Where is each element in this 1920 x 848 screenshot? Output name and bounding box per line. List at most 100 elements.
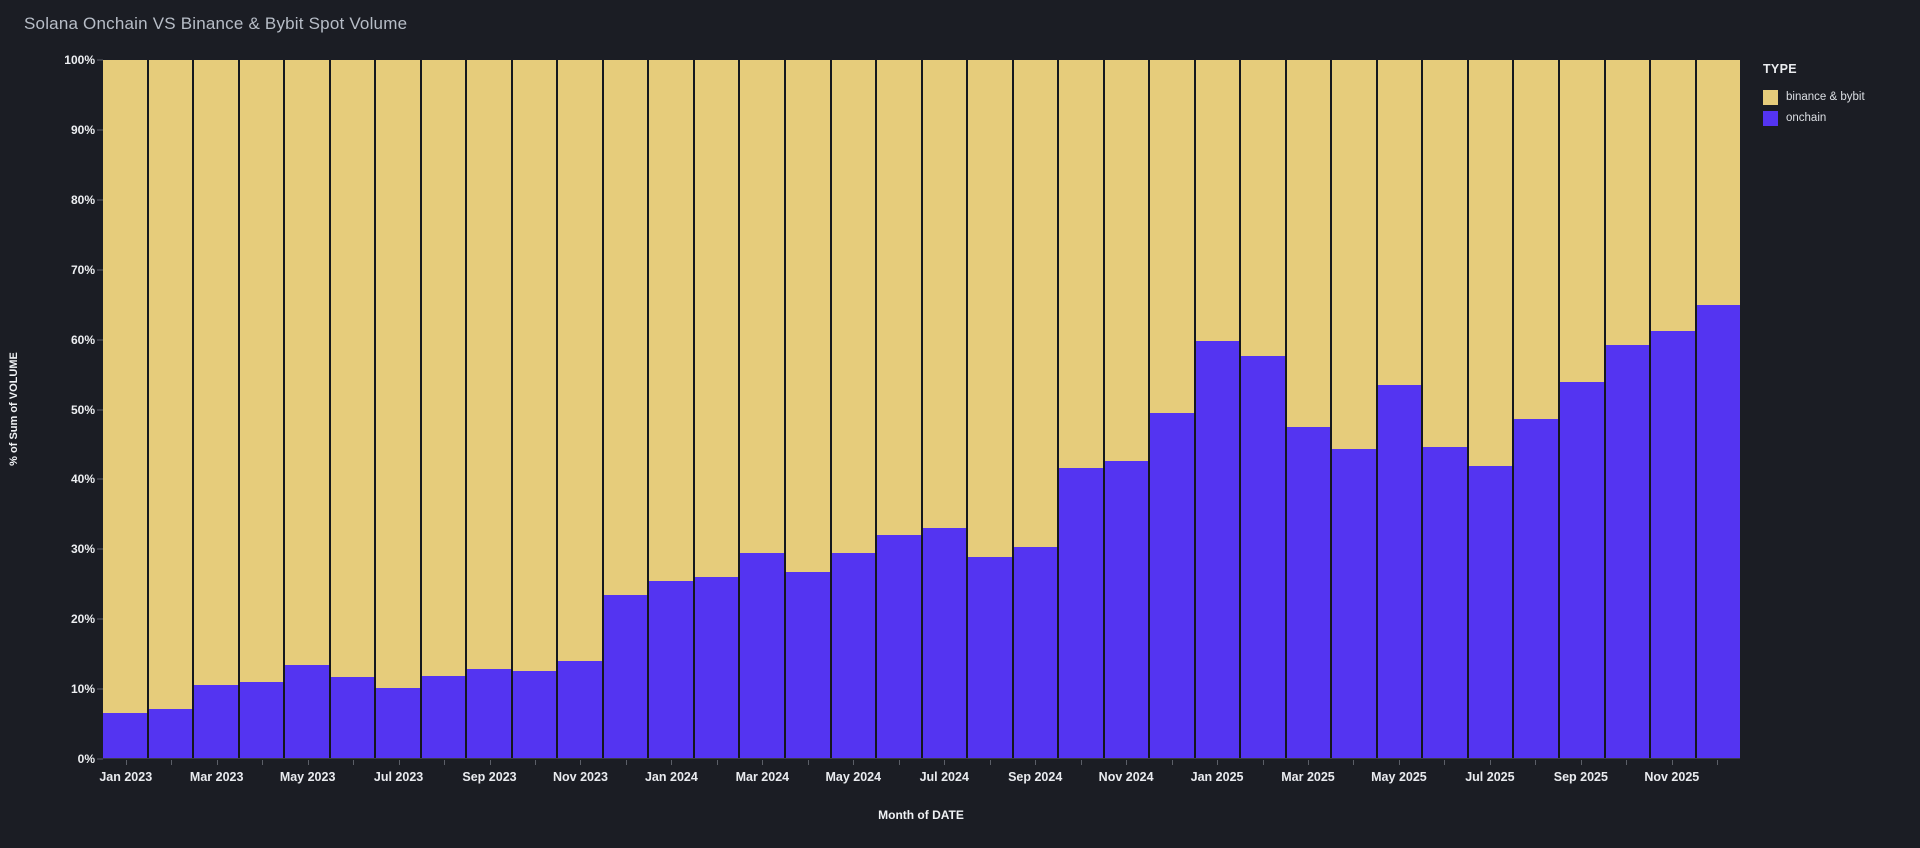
segment-onchain[interactable] xyxy=(831,552,876,758)
bar-sep-2023[interactable] xyxy=(465,60,511,758)
segment-onchain[interactable] xyxy=(1286,427,1331,758)
segment-onchain[interactable] xyxy=(649,580,693,758)
segment-binance-bybit[interactable] xyxy=(1696,60,1741,305)
segment-binance-bybit[interactable] xyxy=(831,60,876,553)
segment-binance-bybit[interactable] xyxy=(1332,60,1376,449)
bar-dec-2024[interactable] xyxy=(1148,60,1194,758)
segment-onchain[interactable] xyxy=(421,676,466,758)
bar-nov-2024[interactable] xyxy=(1102,60,1149,758)
bar-feb-2024[interactable] xyxy=(692,60,739,758)
segment-onchain[interactable] xyxy=(740,552,784,758)
segment-onchain[interactable] xyxy=(285,665,329,758)
segment-onchain[interactable] xyxy=(1241,355,1285,758)
bar-sep-2024[interactable] xyxy=(1011,60,1058,758)
segment-binance-bybit[interactable] xyxy=(421,60,466,677)
segment-binance-bybit[interactable] xyxy=(558,60,602,661)
segment-binance-bybit[interactable] xyxy=(1651,60,1695,331)
segment-binance-bybit[interactable] xyxy=(1468,60,1513,467)
segment-binance-bybit[interactable] xyxy=(1514,60,1558,419)
bar-jan-2024[interactable] xyxy=(647,60,693,758)
bar-dec-2025[interactable] xyxy=(1694,60,1741,758)
segment-binance-bybit[interactable] xyxy=(285,60,329,666)
segment-onchain[interactable] xyxy=(376,687,420,758)
segment-binance-bybit[interactable] xyxy=(1150,60,1194,414)
segment-onchain[interactable] xyxy=(1150,413,1194,758)
segment-binance-bybit[interactable] xyxy=(512,60,557,672)
segment-onchain[interactable] xyxy=(1560,381,1604,758)
bar-aug-2023[interactable] xyxy=(419,60,466,758)
segment-binance-bybit[interactable] xyxy=(376,60,420,688)
segment-binance-bybit[interactable] xyxy=(922,60,967,528)
segment-binance-bybit[interactable] xyxy=(968,60,1012,557)
segment-onchain[interactable] xyxy=(467,669,511,758)
bar-jun-2023[interactable] xyxy=(328,60,375,758)
segment-onchain[interactable] xyxy=(877,534,921,758)
segment-onchain[interactable] xyxy=(1514,418,1558,758)
bar-jun-2024[interactable] xyxy=(875,60,921,758)
segment-binance-bybit[interactable] xyxy=(194,60,238,685)
bar-dec-2023[interactable] xyxy=(601,60,648,758)
segment-onchain[interactable] xyxy=(239,681,284,758)
bar-apr-2023[interactable] xyxy=(237,60,284,758)
segment-onchain[interactable] xyxy=(103,712,147,758)
bar-mar-2024[interactable] xyxy=(738,60,784,758)
segment-binance-bybit[interactable] xyxy=(239,60,284,682)
segment-onchain[interactable] xyxy=(785,571,830,758)
segment-binance-bybit[interactable] xyxy=(1377,60,1422,385)
bar-apr-2024[interactable] xyxy=(783,60,830,758)
segment-binance-bybit[interactable] xyxy=(603,60,648,596)
segment-onchain[interactable] xyxy=(512,671,557,758)
segment-onchain[interactable] xyxy=(1651,330,1695,758)
segment-binance-bybit[interactable] xyxy=(148,60,193,710)
segment-binance-bybit[interactable] xyxy=(1423,60,1467,447)
bar-apr-2025[interactable] xyxy=(1330,60,1376,758)
segment-onchain[interactable] xyxy=(1696,305,1741,758)
segment-onchain[interactable] xyxy=(1013,546,1058,758)
segment-onchain[interactable] xyxy=(558,660,602,758)
segment-binance-bybit[interactable] xyxy=(694,60,739,578)
segment-onchain[interactable] xyxy=(1468,466,1513,758)
segment-binance-bybit[interactable] xyxy=(1013,60,1058,547)
legend-item-binance-bybit[interactable]: binance & bybit xyxy=(1763,90,1913,105)
legend-item-onchain[interactable]: onchain xyxy=(1763,111,1913,126)
segment-onchain[interactable] xyxy=(1332,448,1376,758)
bar-jul-2023[interactable] xyxy=(374,60,420,758)
segment-binance-bybit[interactable] xyxy=(785,60,830,572)
bar-oct-2023[interactable] xyxy=(510,60,557,758)
bar-nov-2025[interactable] xyxy=(1649,60,1695,758)
segment-binance-bybit[interactable] xyxy=(877,60,921,535)
segment-onchain[interactable] xyxy=(1423,446,1467,758)
bar-jun-2025[interactable] xyxy=(1421,60,1467,758)
segment-onchain[interactable] xyxy=(1059,468,1103,758)
bar-aug-2025[interactable] xyxy=(1512,60,1558,758)
bar-may-2025[interactable] xyxy=(1375,60,1422,758)
bar-oct-2024[interactable] xyxy=(1057,60,1103,758)
bar-nov-2023[interactable] xyxy=(556,60,602,758)
segment-onchain[interactable] xyxy=(968,556,1012,758)
segment-binance-bybit[interactable] xyxy=(1286,60,1331,428)
segment-onchain[interactable] xyxy=(603,595,648,758)
segment-binance-bybit[interactable] xyxy=(330,60,375,678)
segment-binance-bybit[interactable] xyxy=(649,60,693,581)
bar-mar-2023[interactable] xyxy=(192,60,238,758)
segment-onchain[interactable] xyxy=(1605,345,1650,758)
segment-binance-bybit[interactable] xyxy=(103,60,147,713)
bar-jul-2024[interactable] xyxy=(920,60,967,758)
bar-feb-2025[interactable] xyxy=(1239,60,1285,758)
segment-onchain[interactable] xyxy=(1195,340,1240,758)
segment-onchain[interactable] xyxy=(922,527,967,758)
bar-aug-2024[interactable] xyxy=(966,60,1012,758)
bar-sep-2025[interactable] xyxy=(1558,60,1604,758)
bar-mar-2025[interactable] xyxy=(1284,60,1331,758)
segment-onchain[interactable] xyxy=(1377,384,1422,758)
segment-onchain[interactable] xyxy=(194,684,238,758)
segment-onchain[interactable] xyxy=(1104,461,1149,758)
segment-binance-bybit[interactable] xyxy=(740,60,784,553)
bar-may-2023[interactable] xyxy=(283,60,329,758)
segment-binance-bybit[interactable] xyxy=(1104,60,1149,462)
segment-onchain[interactable] xyxy=(148,709,193,758)
bar-oct-2025[interactable] xyxy=(1603,60,1650,758)
bar-feb-2023[interactable] xyxy=(146,60,193,758)
segment-binance-bybit[interactable] xyxy=(1059,60,1103,469)
segment-binance-bybit[interactable] xyxy=(1195,60,1240,341)
